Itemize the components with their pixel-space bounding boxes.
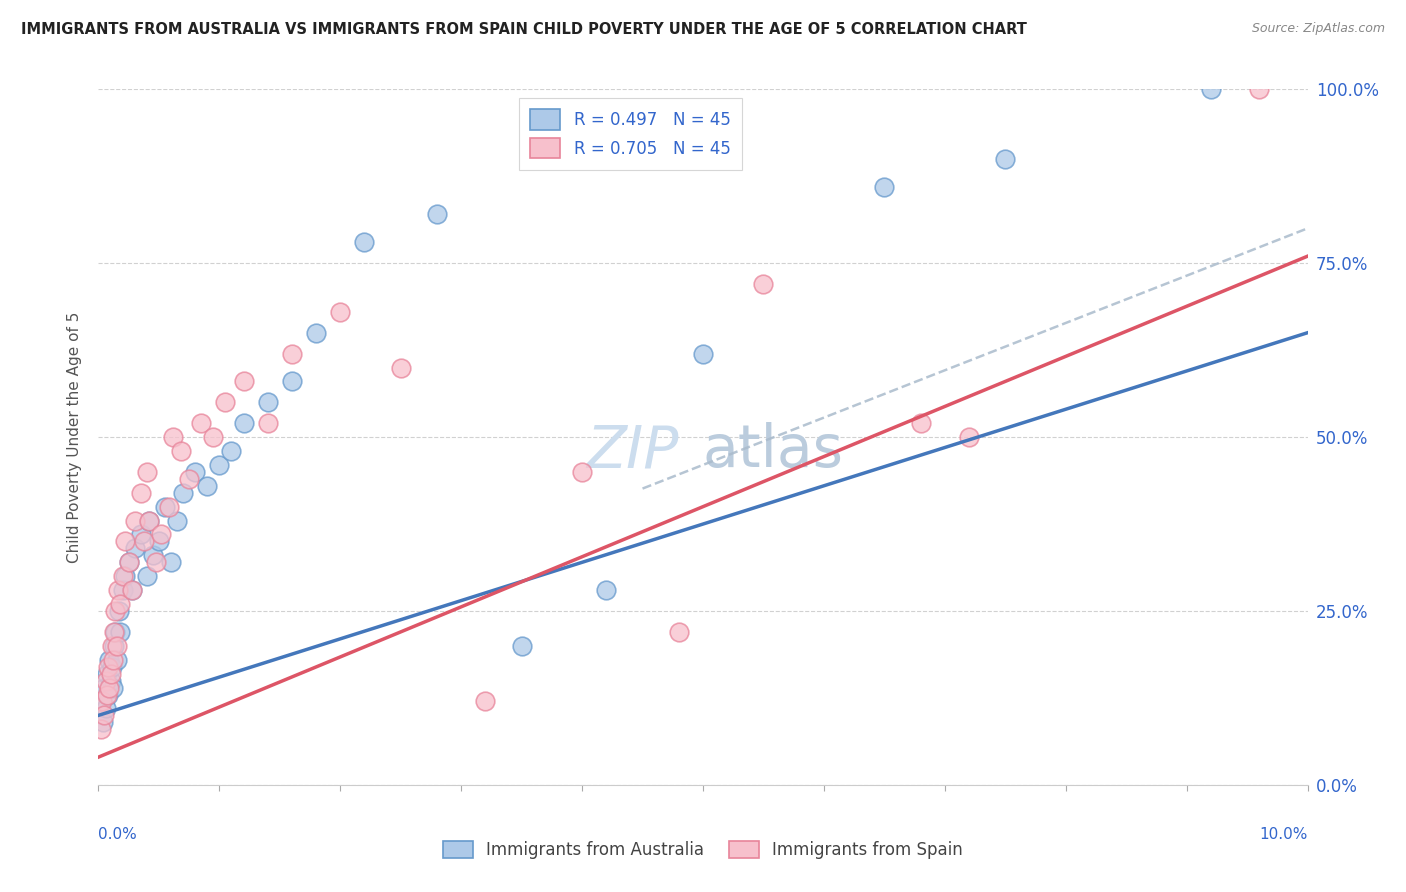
Point: [94, 673, 117, 688]
Point: [148, 534, 170, 549]
Point: [232, 416, 254, 430]
Point: [166, 514, 188, 528]
Point: [142, 549, 165, 563]
Point: [91, 694, 114, 708]
Point: [305, 326, 328, 340]
Point: [100, 639, 122, 653]
Point: [98, 681, 121, 695]
Point: [172, 485, 194, 500]
Point: [145, 555, 167, 569]
Point: [104, 604, 127, 618]
Point: [91, 715, 114, 730]
Point: [100, 666, 122, 681]
Point: [103, 624, 125, 639]
Point: [108, 604, 131, 618]
Point: [114, 534, 136, 549]
Point: [105, 653, 128, 667]
Point: [910, 416, 932, 430]
Point: [129, 527, 152, 541]
Point: [107, 583, 129, 598]
Point: [104, 624, 127, 639]
Point: [97, 659, 120, 673]
Point: [571, 465, 593, 479]
Point: [595, 583, 617, 598]
Point: [752, 277, 775, 291]
Text: 0.0%: 0.0%: [98, 827, 138, 842]
Point: [692, 346, 714, 360]
Point: [96, 688, 118, 702]
Point: [90, 694, 112, 708]
Point: [90, 723, 112, 737]
Point: [138, 514, 160, 528]
Text: atlas: atlas: [703, 423, 844, 480]
Point: [190, 416, 212, 430]
Point: [1249, 82, 1271, 96]
Point: [118, 555, 141, 569]
Point: [1199, 82, 1222, 96]
Point: [153, 500, 176, 514]
Point: [100, 673, 122, 688]
Legend: R = 0.497   N = 45, R = 0.705   N = 45: R = 0.497 N = 45, R = 0.705 N = 45: [519, 97, 742, 169]
Point: [101, 653, 124, 667]
Point: [426, 207, 449, 221]
Point: [134, 534, 156, 549]
Point: [195, 479, 218, 493]
Point: [108, 597, 131, 611]
Point: [150, 527, 173, 541]
Point: [105, 639, 128, 653]
Point: [111, 583, 134, 598]
Point: [96, 666, 118, 681]
Point: [135, 569, 157, 583]
Point: [114, 569, 136, 583]
Text: ZIP: ZIP: [586, 423, 679, 480]
Point: [135, 465, 157, 479]
Point: [214, 395, 236, 409]
Point: [121, 583, 143, 598]
Point: [138, 514, 160, 528]
Point: [873, 179, 896, 194]
Point: [208, 458, 231, 472]
Text: Source: ZipAtlas.com: Source: ZipAtlas.com: [1251, 22, 1385, 36]
Point: [510, 639, 533, 653]
Point: [98, 653, 121, 667]
Point: [281, 375, 304, 389]
Legend: Immigrants from Australia, Immigrants from Spain: Immigrants from Australia, Immigrants fr…: [436, 834, 970, 866]
Point: [389, 360, 412, 375]
Point: [994, 152, 1017, 166]
Point: [118, 555, 141, 569]
Point: [256, 416, 278, 430]
Point: [353, 235, 375, 250]
Point: [474, 694, 496, 708]
Point: [162, 430, 184, 444]
Point: [329, 305, 352, 319]
Point: [97, 688, 120, 702]
Point: [111, 569, 134, 583]
Point: [281, 346, 304, 360]
Point: [184, 465, 207, 479]
Point: [121, 583, 143, 598]
Point: [93, 681, 115, 695]
Point: [179, 472, 201, 486]
Point: [103, 639, 125, 653]
Point: [221, 444, 243, 458]
Point: [202, 430, 225, 444]
Point: [124, 541, 146, 556]
Text: IMMIGRANTS FROM AUSTRALIA VS IMMIGRANTS FROM SPAIN CHILD POVERTY UNDER THE AGE O: IMMIGRANTS FROM AUSTRALIA VS IMMIGRANTS …: [21, 22, 1026, 37]
Point: [668, 624, 690, 639]
Point: [101, 681, 124, 695]
Text: 10.0%: 10.0%: [1260, 827, 1308, 842]
Point: [256, 395, 278, 409]
Point: [232, 375, 254, 389]
Point: [100, 659, 122, 673]
Point: [160, 555, 183, 569]
Point: [93, 708, 115, 723]
Point: [124, 514, 146, 528]
Point: [169, 444, 191, 458]
Point: [129, 485, 152, 500]
Point: [957, 430, 980, 444]
Point: [94, 701, 117, 715]
Point: [108, 624, 131, 639]
Y-axis label: Child Poverty Under the Age of 5: Child Poverty Under the Age of 5: [67, 311, 83, 563]
Point: [157, 500, 180, 514]
